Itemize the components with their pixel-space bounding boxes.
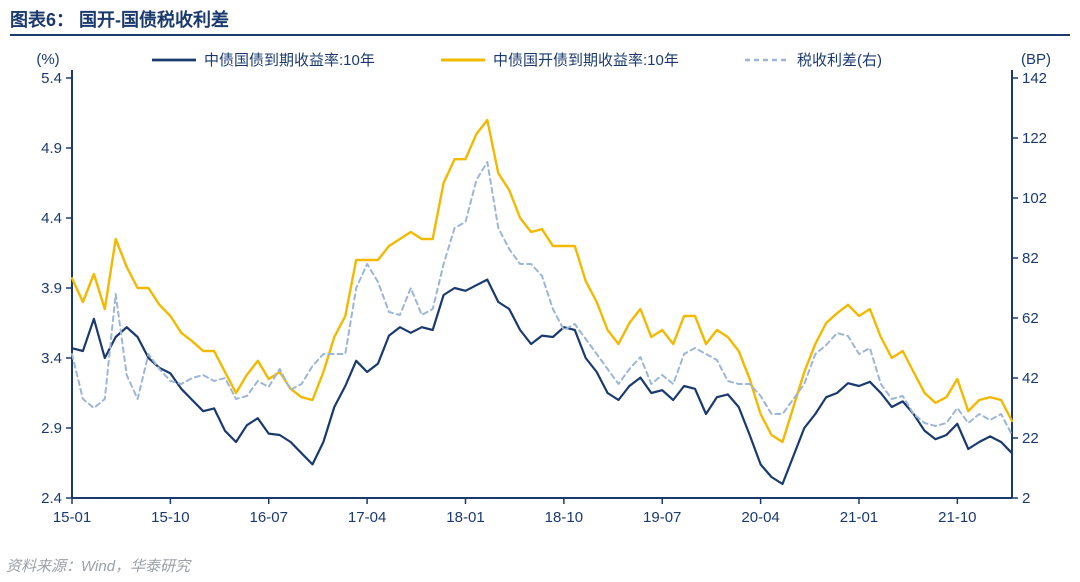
svg-text:18-10: 18-10: [545, 509, 583, 526]
svg-text:21-10: 21-10: [938, 509, 976, 526]
svg-text:19-07: 19-07: [643, 509, 681, 526]
svg-text:3.9: 3.9: [41, 280, 62, 297]
svg-text:62: 62: [1022, 310, 1039, 327]
svg-text:17-04: 17-04: [348, 509, 386, 526]
svg-text:20-04: 20-04: [741, 509, 779, 526]
chart-container: (%)2.42.93.43.94.44.95.4(BP)222426282102…: [10, 40, 1070, 540]
svg-text:4.9: 4.9: [41, 140, 62, 157]
svg-text:2: 2: [1022, 490, 1030, 507]
chart-svg: (%)2.42.93.43.94.44.95.4(BP)222426282102…: [10, 40, 1070, 540]
chart-title: 图表6： 国开-国债税收利差: [10, 6, 229, 32]
svg-text:中债国债到期收益率:10年: 中债国债到期收益率:10年: [204, 52, 375, 69]
svg-text:15-01: 15-01: [53, 509, 91, 526]
svg-text:142: 142: [1022, 70, 1047, 87]
svg-text:15-10: 15-10: [151, 509, 189, 526]
svg-text:22: 22: [1022, 430, 1039, 447]
svg-text:3.4: 3.4: [41, 350, 62, 367]
svg-text:122: 122: [1022, 130, 1047, 147]
svg-text:102: 102: [1022, 190, 1047, 207]
svg-text:(BP): (BP): [1021, 51, 1051, 68]
svg-text:5.4: 5.4: [41, 70, 62, 87]
svg-text:(%): (%): [36, 51, 59, 68]
svg-text:18-01: 18-01: [446, 509, 484, 526]
svg-text:82: 82: [1022, 250, 1039, 267]
svg-text:42: 42: [1022, 370, 1039, 387]
svg-text:2.9: 2.9: [41, 420, 62, 437]
svg-text:4.4: 4.4: [41, 210, 62, 227]
svg-text:16-07: 16-07: [250, 509, 288, 526]
svg-text:税收利差(右): 税收利差(右): [797, 52, 882, 69]
source-text: 资料来源：Wind，华泰研究: [6, 555, 190, 576]
svg-text:中债国开债到期收益率:10年: 中债国开债到期收益率:10年: [493, 52, 679, 69]
svg-text:2.4: 2.4: [41, 490, 62, 507]
svg-text:21-01: 21-01: [840, 509, 878, 526]
title-underline: [10, 34, 1070, 36]
